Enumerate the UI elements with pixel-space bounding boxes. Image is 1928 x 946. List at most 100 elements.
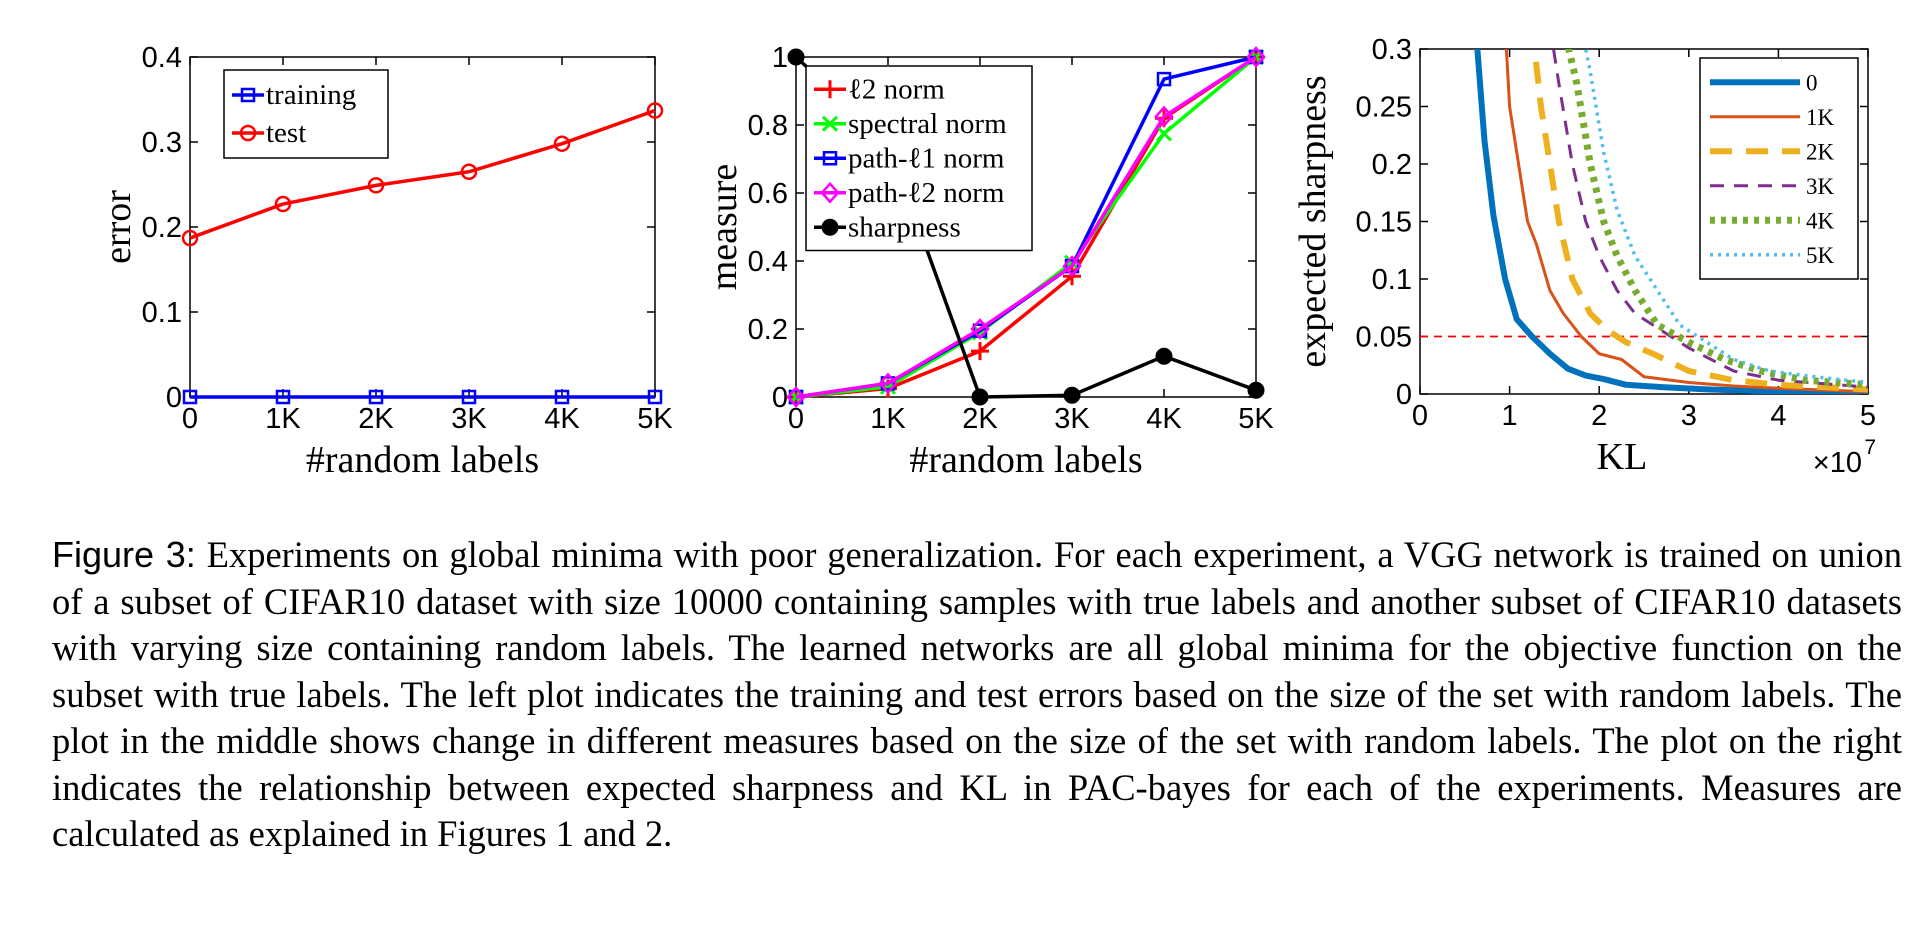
data-point: [647, 389, 663, 405]
curves: [1474, 49, 1868, 394]
series-test: [181, 102, 664, 247]
y-tick-label: 0.3: [142, 127, 182, 159]
x-tick-label: 2K: [962, 403, 998, 435]
legend-label: spectral norm: [848, 108, 1007, 140]
legend-label: 4K: [1806, 208, 1835, 233]
curve-0: [1474, 49, 1868, 394]
curve-3k: [1551, 49, 1868, 389]
legend-label: path-ℓ2 norm: [848, 177, 1005, 209]
x-tick-label: 0: [182, 403, 198, 435]
error-plot: 0 1K 2K 3K 4K 5K 0 0.1 0.2 0.3 0.4 #random labels er…: [97, 42, 673, 481]
y-tick-label: 0.3: [1372, 34, 1412, 66]
y-tick-label: 0.15: [1356, 207, 1412, 239]
x-tick-label: 5: [1860, 400, 1876, 432]
x-tick-label: 1K: [870, 403, 906, 435]
y-tick-label: 0.1: [142, 297, 182, 329]
data-point: [460, 163, 478, 180]
legend-entry: path-ℓ1 norm: [814, 142, 1005, 174]
legend-entry: path-ℓ2 norm: [814, 177, 1005, 209]
data-point: [1154, 105, 1174, 128]
data-point: [1064, 258, 1080, 274]
legend-label: sharpness: [848, 211, 961, 243]
legend-marker: [239, 124, 257, 142]
y-tick-label: 1: [772, 42, 788, 74]
data-point: [553, 135, 571, 152]
legend-label: 2K: [1806, 139, 1835, 164]
legend-entry: sharpness: [814, 211, 961, 243]
x-tick-label: 4K: [544, 403, 580, 435]
x-axis-label: KL: [1597, 436, 1648, 478]
data-point: [1063, 386, 1081, 404]
legend-marker: [822, 151, 838, 166]
x-tick-label: 3K: [451, 403, 487, 435]
legend-entry: 2K: [1710, 139, 1835, 164]
series-line: [189, 108, 656, 240]
data-point: [274, 195, 292, 213]
x-tick-label: 5K: [1238, 403, 1274, 435]
curve-5k: [1583, 49, 1868, 385]
series-training: [182, 389, 663, 405]
data-point: [1247, 381, 1265, 399]
legend-marker: [820, 181, 840, 204]
legend-entry: 3K: [1710, 174, 1835, 199]
y-tick-label: 0: [1396, 379, 1412, 411]
x-tick-label: 1K: [265, 403, 301, 435]
legend-label: path-ℓ1 norm: [848, 142, 1005, 174]
data-point: [1155, 125, 1173, 142]
data-point: [182, 389, 198, 405]
x-exponent-power: 7: [1864, 436, 1876, 459]
legend-box: [1699, 57, 1859, 280]
legend-marker: [240, 87, 256, 103]
data-point: [971, 388, 989, 406]
y-tick-label: 0.4: [142, 42, 182, 74]
caption-text: Experiments on global minima with poor g…: [52, 534, 1902, 854]
legend-entry: training: [232, 79, 356, 111]
legend-entry: spectral norm: [814, 108, 1007, 140]
x-axis-label: #random labels: [909, 439, 1142, 481]
legend-marker: [821, 115, 839, 132]
x-tick-label: 0: [1412, 400, 1428, 432]
data-point: [646, 102, 664, 119]
legend-label: ℓ2 norm: [848, 73, 945, 105]
legend-label: 3K: [1806, 174, 1835, 199]
data-point: [275, 389, 291, 405]
y-tick-label: 0.25: [1356, 92, 1412, 124]
data-point: [461, 389, 477, 405]
legend-entry: test: [232, 117, 306, 149]
y-axis-label: measure: [703, 164, 745, 291]
y-tick-label: 0.6: [748, 178, 788, 210]
legend-box: [223, 69, 389, 159]
measure-plot: 0 1K 2K 3K 4K 5K 0 0.2 0.4 0.6 0.8 1 #random labels m…: [703, 42, 1274, 481]
legend: 0 1K 2K 3K 4K 5K: [1699, 57, 1859, 280]
data-point: [181, 229, 199, 247]
data-point: [971, 342, 989, 361]
data-point: [554, 389, 570, 405]
figure-charts: 0 1K 2K 3K 4K 5K 0 0.1 0.2 0.3 0.4 #random labels er…: [97, 34, 1876, 481]
y-tick-label: 0.8: [748, 110, 788, 142]
figure-caption: Figure 3: Experiments on global minima w…: [52, 532, 1902, 858]
x-tick-label: 2: [1591, 400, 1607, 432]
x-tick-label: 4: [1770, 400, 1786, 432]
legend-marker: [821, 218, 839, 236]
y-tick-label: 0.1: [1372, 264, 1412, 296]
x-exponent-base: ×10: [1813, 447, 1862, 479]
x-tick-label: 0: [788, 403, 804, 435]
legend-entry: 5K: [1710, 243, 1835, 268]
data-point: [1062, 255, 1082, 277]
data-point: [1246, 46, 1266, 68]
legend-label: 0: [1806, 70, 1818, 95]
y-tick-label: 0: [772, 382, 788, 414]
data-point: [878, 372, 898, 395]
y-tick-label: 0.2: [748, 314, 788, 346]
x-tick-label: 5K: [637, 403, 673, 435]
legend-marker: [821, 80, 839, 99]
y-tick-label: 0.2: [142, 212, 182, 244]
legend-label: test: [266, 117, 306, 149]
legend-label: 1K: [1806, 105, 1835, 130]
legend-label: 5K: [1806, 243, 1835, 268]
y-axis-label: expected sharpness: [1292, 75, 1334, 367]
y-tick-label: 0: [166, 382, 182, 414]
x-tick-label: 4K: [1146, 403, 1182, 435]
x-tick-label: 1: [1502, 400, 1518, 432]
